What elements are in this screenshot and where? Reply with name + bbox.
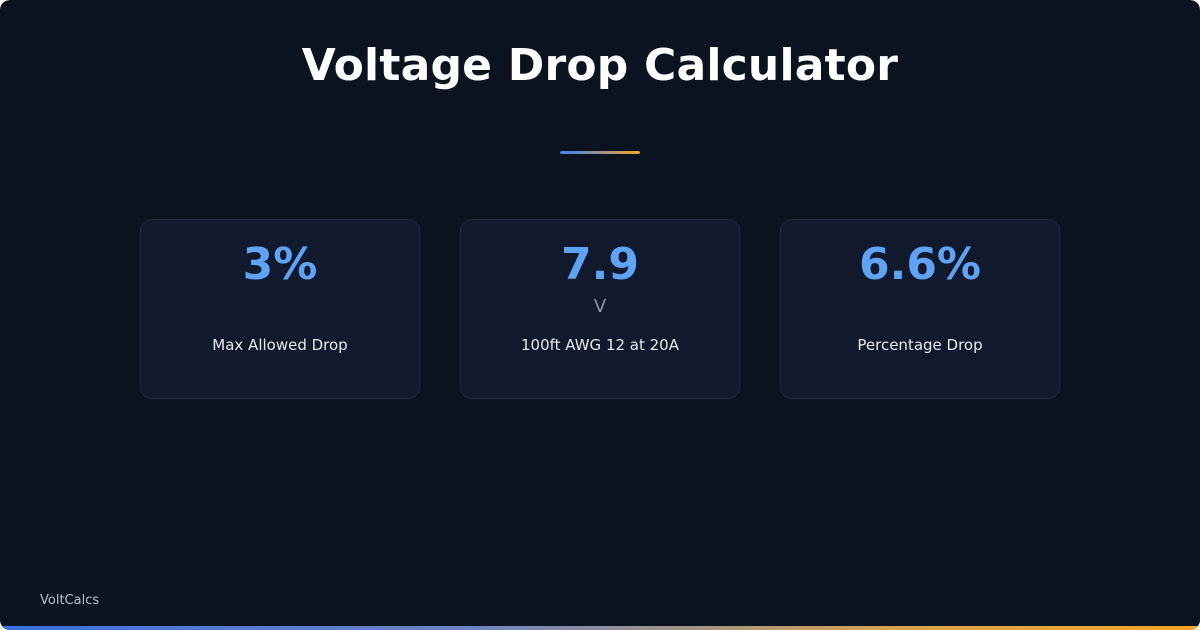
stat-card-max-allowed-drop: 3% Max Allowed Drop	[140, 219, 420, 399]
stat-label: Percentage Drop	[857, 336, 983, 354]
stat-label: Max Allowed Drop	[212, 336, 348, 354]
stat-card-percentage-drop: 6.6% Percentage Drop	[780, 219, 1060, 399]
brand-name: VoltCalcs	[40, 593, 100, 608]
stat-unit: V	[593, 296, 607, 317]
bottom-gradient-bar	[0, 626, 1200, 630]
page-title: Voltage Drop Calculator	[301, 40, 899, 91]
title-accent-divider	[560, 151, 640, 154]
stat-value: 6.6%	[858, 239, 982, 290]
stat-value: 7.9	[561, 239, 639, 290]
stat-card-voltage-drop: 7.9 V 100ft AWG 12 at 20A	[460, 219, 740, 399]
stat-value: 3%	[242, 239, 318, 290]
stat-label: 100ft AWG 12 at 20A	[520, 336, 679, 354]
